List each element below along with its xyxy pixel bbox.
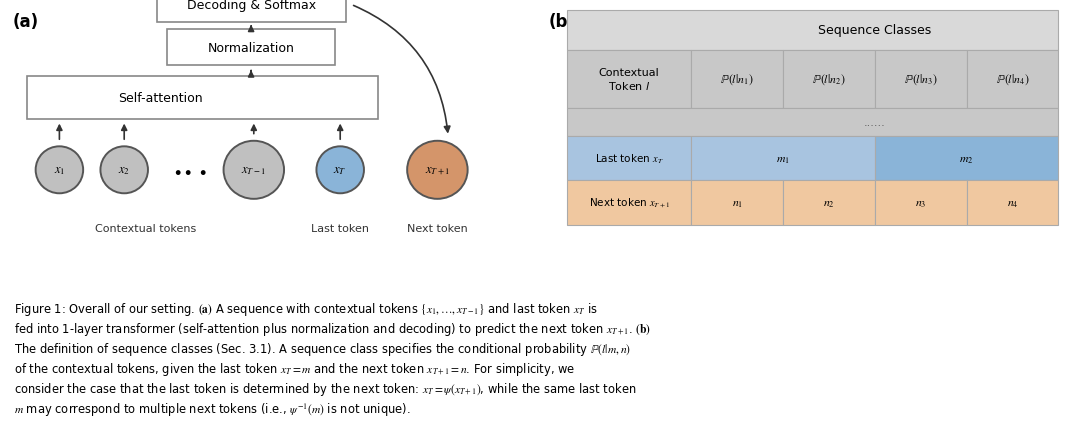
Text: of the contextual tokens, given the last token $x_T = m$ and the next token $x_{: of the contextual tokens, given the last… xyxy=(14,360,576,377)
Text: Contextual tokens: Contextual tokens xyxy=(95,224,197,233)
Bar xyxy=(567,51,691,109)
Text: $x_{T-1}$: $x_{T-1}$ xyxy=(242,164,266,177)
Bar xyxy=(875,181,967,226)
Bar xyxy=(567,181,691,226)
Text: $m_2$: $m_2$ xyxy=(959,152,974,165)
Text: $\mathbb{P}(l|n_1)$: $\mathbb{P}(l|n_1)$ xyxy=(720,72,754,87)
Text: $\mathbb{P}(l|n_4)$: $\mathbb{P}(l|n_4)$ xyxy=(996,72,1029,87)
Text: $\bullet\!\bullet\!\bullet$: $\bullet\!\bullet\!\bullet$ xyxy=(172,161,206,179)
FancyArrowPatch shape xyxy=(353,6,450,132)
Bar xyxy=(567,109,1058,136)
Bar xyxy=(967,181,1058,226)
Ellipse shape xyxy=(36,147,83,194)
Text: Next token $x_{T+1}$: Next token $x_{T+1}$ xyxy=(589,197,670,210)
Text: fed into 1-layer transformer (self-attention plus normalization and decoding) to: fed into 1-layer transformer (self-atten… xyxy=(14,320,651,337)
Ellipse shape xyxy=(224,141,284,199)
Text: consider the case that the last token is determined by the next token: $x_T = \p: consider the case that the last token is… xyxy=(14,380,636,397)
Ellipse shape xyxy=(100,147,148,194)
Text: $n_2$: $n_2$ xyxy=(823,197,835,210)
Text: ......: ...... xyxy=(864,118,886,127)
Text: (a): (a) xyxy=(13,13,39,31)
Bar xyxy=(167,30,335,66)
Text: Decoding & Softmax: Decoding & Softmax xyxy=(187,0,315,12)
Text: Figure 1: Overall of our setting. $\mathbf{(a)}$ A sequence with contextual toke: Figure 1: Overall of our setting. $\math… xyxy=(14,300,598,317)
Text: $\mathbb{P}(l|n_2)$: $\mathbb{P}(l|n_2)$ xyxy=(812,72,846,87)
Text: $n_3$: $n_3$ xyxy=(915,197,927,210)
Text: $x_{T+1}$: $x_{T+1}$ xyxy=(426,164,449,177)
Text: $x_1$: $x_1$ xyxy=(54,164,65,177)
Text: $\mathbb{P}(l|n_3)$: $\mathbb{P}(l|n_3)$ xyxy=(904,72,937,87)
Bar xyxy=(967,51,1058,109)
Bar xyxy=(783,51,875,109)
Text: The definition of sequence classes (Sec. 3.1). A sequence class specifies the co: The definition of sequence classes (Sec.… xyxy=(14,340,631,357)
Bar xyxy=(567,136,691,181)
Text: (b): (b) xyxy=(549,13,576,31)
Bar xyxy=(875,136,1058,181)
Text: $n_4$: $n_4$ xyxy=(1007,197,1018,210)
Ellipse shape xyxy=(316,147,364,194)
Text: Sequence Classes: Sequence Classes xyxy=(819,24,931,37)
Text: Last token $x_T$: Last token $x_T$ xyxy=(595,152,663,165)
Text: Normalization: Normalization xyxy=(207,41,295,55)
Text: $m$ may correspond to multiple next tokens (i.e., $\psi^{-1}(m)$ is not unique).: $m$ may correspond to multiple next toke… xyxy=(14,400,410,418)
Text: $x_2$: $x_2$ xyxy=(118,164,131,177)
Text: Contextual
Token $l$: Contextual Token $l$ xyxy=(598,68,660,92)
Bar xyxy=(691,136,875,181)
Text: Last token: Last token xyxy=(311,224,369,233)
Bar xyxy=(691,51,783,109)
Text: $n_1$: $n_1$ xyxy=(731,197,743,210)
Text: Next token: Next token xyxy=(407,224,468,233)
Text: $m_1$: $m_1$ xyxy=(777,152,789,165)
Bar xyxy=(157,0,346,23)
Ellipse shape xyxy=(407,141,468,199)
Bar xyxy=(691,181,783,226)
Bar xyxy=(783,181,875,226)
Bar xyxy=(875,51,967,109)
Bar xyxy=(27,77,378,119)
Text: Self-attention: Self-attention xyxy=(118,92,203,104)
Text: $x_T$: $x_T$ xyxy=(334,164,347,177)
Bar xyxy=(567,11,1058,51)
